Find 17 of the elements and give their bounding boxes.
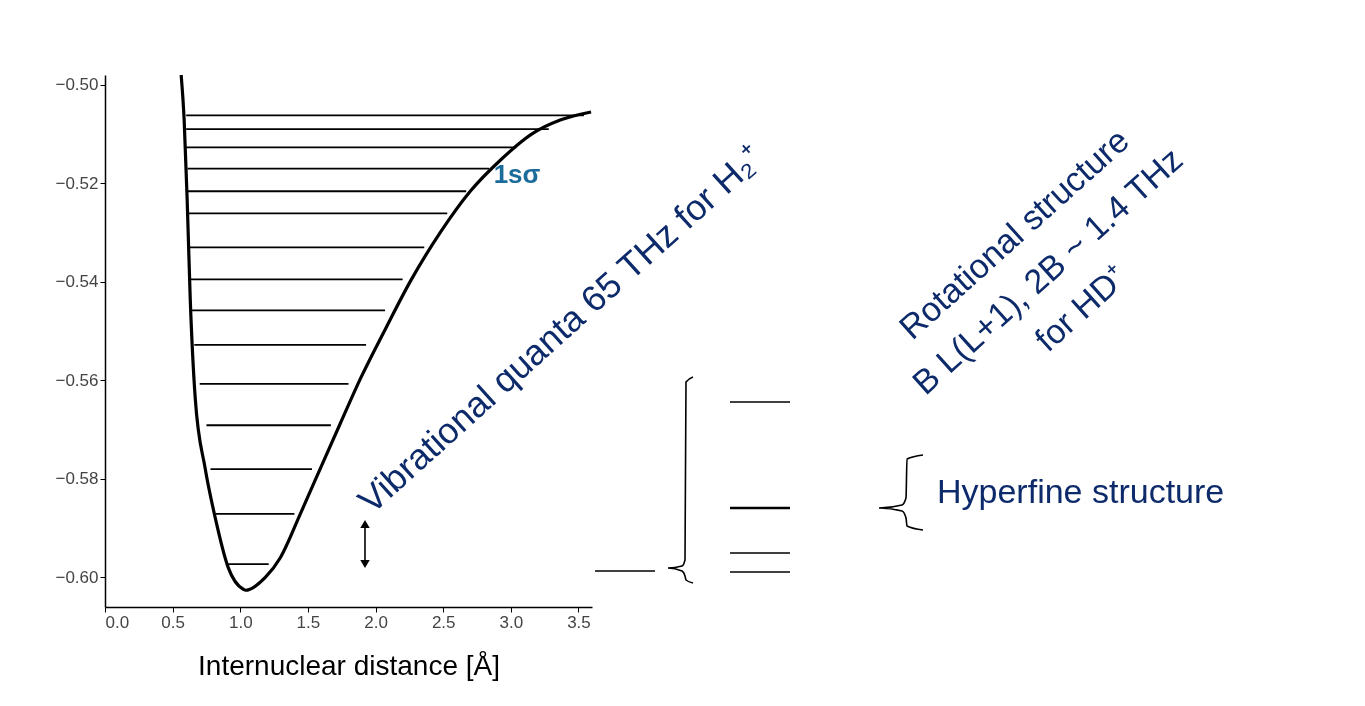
y-tick-label: −0.56 xyxy=(55,370,99,390)
x-tick-label: 0.5 xyxy=(161,612,185,632)
x-axis-title: Internuclear distance [Å] xyxy=(198,649,500,681)
x-tick-label: 2.5 xyxy=(431,612,456,632)
y-tick-label: −0.50 xyxy=(55,75,99,95)
annotation: 1sσ xyxy=(493,159,541,189)
x-tick-label: 2.0 xyxy=(364,612,388,632)
text: Hyperfine structure xyxy=(937,472,1225,510)
x-tick-label: 0.0 xyxy=(105,612,130,632)
y-tick-label: −0.54 xyxy=(55,272,99,292)
x-tick-label: 3.5 xyxy=(567,612,591,632)
x-tick-label: 1.0 xyxy=(228,612,253,632)
x-tick-label: 1.5 xyxy=(296,612,321,632)
y-tick-label: −0.60 xyxy=(55,567,99,587)
y-tick-label: −0.58 xyxy=(55,469,99,489)
y-tick-label: −0.52 xyxy=(55,173,99,193)
x-tick-label: 3.0 xyxy=(499,612,524,632)
